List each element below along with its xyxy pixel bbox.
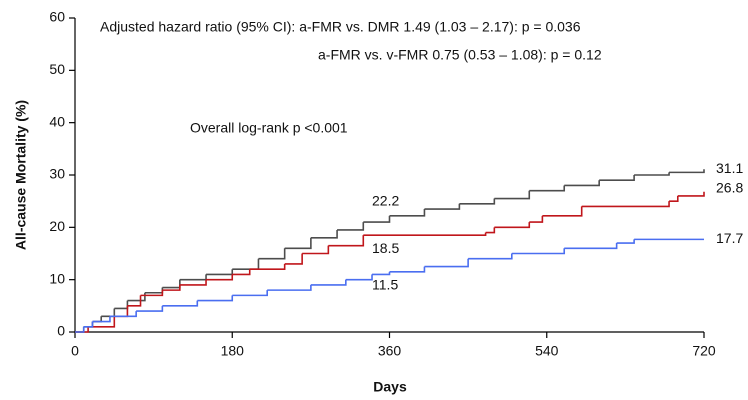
step-line	[372, 271, 391, 276]
step-line	[232, 290, 268, 297]
step-line	[564, 180, 600, 187]
y-tick-label: 50	[49, 61, 65, 77]
step-line	[337, 222, 365, 231]
y-tick-label: 10	[49, 270, 65, 286]
step-line	[677, 191, 705, 197]
x-axis-label: Days	[373, 379, 407, 395]
x-tick-label: 0	[71, 343, 79, 359]
step-line	[634, 172, 670, 176]
step-line	[197, 295, 234, 302]
y-tick-label: 20	[49, 218, 65, 234]
step-line	[328, 235, 365, 247]
step-line	[162, 284, 181, 291]
step-line	[232, 269, 251, 276]
x-tick-label: 180	[221, 343, 245, 359]
data-label: 26.8	[716, 179, 743, 195]
step-line	[267, 284, 312, 291]
step-line	[162, 279, 181, 289]
step-line	[302, 245, 330, 255]
step-line	[284, 237, 312, 250]
step-line	[542, 206, 583, 217]
step-line	[162, 300, 199, 307]
step-line	[249, 263, 286, 270]
step-line	[144, 287, 164, 294]
step-line	[206, 269, 234, 276]
step-line	[75, 326, 85, 333]
step-line	[88, 316, 116, 328]
step-line	[529, 215, 544, 223]
step-line	[258, 248, 286, 260]
step-line	[114, 300, 129, 310]
step-line	[494, 190, 531, 200]
data-label: 11.5	[372, 277, 398, 293]
step-line	[485, 227, 496, 234]
step-line	[101, 308, 116, 318]
step-line	[179, 279, 207, 286]
data-label: 18.5	[372, 240, 399, 256]
step-line	[140, 290, 164, 297]
y-tick-label: 40	[49, 113, 65, 129]
y-tick-label: 0	[57, 323, 65, 339]
step-line	[127, 292, 146, 302]
x-tick-label: 360	[378, 343, 402, 359]
step-line	[599, 175, 635, 182]
step-line	[179, 274, 207, 281]
note: a-FMR vs. v-FMR 0.75 (0.53 – 1.08): p = …	[318, 47, 602, 63]
step-line	[109, 311, 137, 318]
step-line	[616, 239, 635, 244]
data-label: 17.7	[716, 230, 743, 246]
step-line	[564, 243, 618, 250]
x-tick-label: 720	[692, 343, 716, 359]
step-line	[581, 201, 670, 208]
step-line	[136, 305, 164, 312]
data-label: 22.2	[372, 193, 399, 209]
step-line	[310, 279, 347, 286]
step-line	[310, 229, 338, 239]
step-line	[529, 185, 566, 192]
step-line	[345, 274, 373, 281]
step-line	[389, 209, 426, 217]
step-line	[114, 305, 129, 318]
step-line	[511, 248, 566, 255]
step-line	[389, 266, 426, 273]
y-axis-label: All-cause Mortality (%)	[13, 100, 29, 250]
y-tick-label: 30	[49, 166, 65, 182]
x-tick-label: 540	[535, 343, 559, 359]
data-label: 31.1	[716, 160, 743, 176]
note: Overall log-rank p <0.001	[190, 120, 348, 136]
step-line	[363, 215, 391, 223]
step-line	[468, 253, 513, 260]
y-tick-label: 60	[49, 9, 65, 25]
step-line	[669, 195, 679, 202]
step-line	[669, 169, 705, 174]
note: Adjusted hazard ratio (95% CI): a-FMR vs…	[100, 19, 581, 35]
step-line	[424, 258, 469, 268]
step-line	[284, 253, 303, 265]
step-line	[83, 321, 94, 328]
step-line	[424, 203, 461, 210]
step-line	[232, 258, 260, 270]
step-line	[127, 295, 142, 307]
step-line	[92, 316, 111, 323]
step-line	[363, 232, 487, 236]
step-line	[459, 198, 496, 205]
step-line	[206, 274, 234, 281]
step-line	[494, 222, 531, 229]
